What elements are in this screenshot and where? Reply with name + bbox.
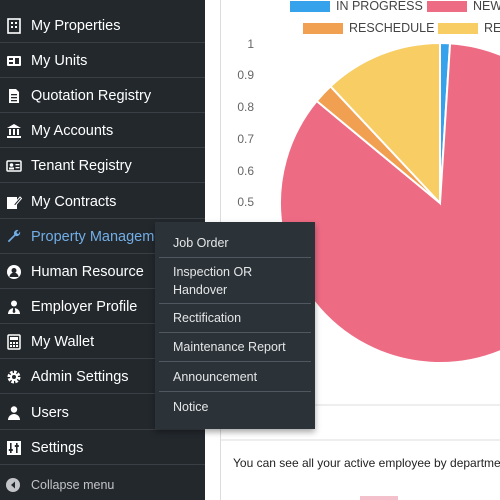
sidebar-item-my-properties[interactable]: My Properties: [0, 9, 205, 43]
submenu-item-job-order[interactable]: Job Order: [159, 228, 311, 258]
id-card-icon: [5, 157, 22, 174]
wrench-icon: [5, 228, 22, 245]
units-icon: [5, 52, 22, 69]
collapse-menu-button[interactable]: Collapse menu: [0, 470, 205, 500]
property-management-submenu: Job Order Inspection OR Handover Rectifi…: [155, 222, 315, 429]
submenu-item-label: Notice: [173, 400, 209, 414]
submenu-item-inspection-or-handover[interactable]: Inspection OR Handover: [159, 258, 311, 304]
legend-label: RESCHEDULE: [349, 21, 435, 35]
sidebar-item-label: My Units: [31, 52, 88, 69]
y-tick: 0.6: [237, 164, 254, 178]
submenu-item-label: Rectification: [173, 311, 242, 325]
pie-slice-new[interactable]: [279, 42, 500, 364]
sidebar-item-my-wallet[interactable]: My Wallet: [0, 325, 205, 359]
legend-swatch: [438, 22, 478, 34]
sidebar-item-label: Settings: [31, 439, 84, 456]
user-tie-icon: [5, 298, 22, 315]
legend-swatch: [303, 22, 343, 34]
submenu-item-announcement[interactable]: Announcement: [159, 362, 311, 392]
gear-icon: [5, 368, 22, 385]
y-tick: 0.7: [237, 132, 254, 146]
collapse-icon: [5, 477, 22, 494]
sidebar-item-label: Human Resource: [31, 263, 144, 280]
sidebar-item-tenant-registry[interactable]: Tenant Registry: [0, 149, 205, 183]
submenu-item-notice[interactable]: Notice: [159, 392, 311, 422]
sidebar-item-label: Tenant Registry: [31, 157, 132, 174]
legend-swatch: [427, 0, 467, 12]
sidebar-item-settings[interactable]: Settings: [0, 431, 205, 465]
sliders-icon: [5, 439, 22, 456]
legend-item-in-progress[interactable]: IN PROGRESS: [290, 0, 423, 13]
submenu-item-label: Inspection OR Handover: [173, 264, 253, 297]
sidebar-item-label: Users: [31, 404, 69, 421]
bank-icon: [5, 122, 22, 139]
sidebar-item-label: My Wallet: [31, 333, 95, 350]
legend-label: RE...: [484, 21, 500, 35]
sidebar-item-quotation-registry[interactable]: Quotation Registry: [0, 79, 205, 113]
y-tick: 1: [247, 37, 254, 51]
legend-swatch: [290, 0, 330, 12]
edit-icon: [5, 193, 22, 210]
user-icon: [5, 404, 22, 421]
collapse-menu-label: Collapse menu: [31, 478, 115, 492]
sidebar-item-property-management[interactable]: Property Management: [0, 220, 205, 254]
sidebar-item-users[interactable]: Users: [0, 396, 205, 430]
submenu-item-label: Announcement: [173, 369, 258, 384]
document-icon: [5, 87, 22, 104]
sidebar-item-label: My Accounts: [31, 122, 114, 139]
calculator-icon: [5, 333, 22, 350]
legend-swatch-bottom: [360, 496, 398, 500]
sidebar-item-my-accounts[interactable]: My Accounts: [0, 114, 205, 148]
sidebar-item-label: Employer Profile: [31, 298, 138, 315]
sidebar-item-employer-profile[interactable]: Employer Profile: [0, 290, 205, 324]
legend-item-reschedule[interactable]: RESCHEDULE: [303, 21, 434, 35]
pie-slice-re[interactable]: [329, 41, 441, 206]
y-tick: 0.9: [237, 68, 254, 82]
submenu-item-rectification[interactable]: Rectification: [159, 304, 311, 333]
sidebar-item-label: Property Management: [31, 228, 175, 245]
sidebar-item-human-resource[interactable]: Human Resource: [0, 255, 205, 289]
sidebar-item-label: My Contracts: [31, 193, 117, 210]
sidebar-item-admin-settings[interactable]: Admin Settings: [0, 360, 205, 394]
legend-item-re[interactable]: RE...: [438, 21, 500, 35]
submenu-item-label: Job Order: [173, 235, 229, 250]
submenu-item-maintenance-report[interactable]: Maintenance Report: [159, 333, 311, 362]
sidebar-item-my-units[interactable]: My Units: [0, 44, 205, 78]
department-note: You can see all your active employee by …: [233, 456, 500, 470]
y-tick: 0.8: [237, 100, 254, 114]
y-tick: 0.5: [237, 195, 254, 209]
sidebar-item-label: Admin Settings: [31, 368, 129, 385]
building-icon: [5, 17, 22, 34]
sidebar-item-my-contracts[interactable]: My Contracts: [0, 185, 205, 219]
submenu-item-label: Maintenance Report: [173, 340, 286, 354]
legend-label: IN PROGRESS: [336, 0, 423, 13]
sidebar-item-label: My Properties: [31, 17, 121, 34]
users-circle-icon: [5, 263, 22, 280]
legend-item-new[interactable]: NEW: [427, 0, 500, 13]
legend-label: NEW: [473, 0, 500, 13]
sidebar-item-label: Quotation Registry: [31, 87, 152, 104]
